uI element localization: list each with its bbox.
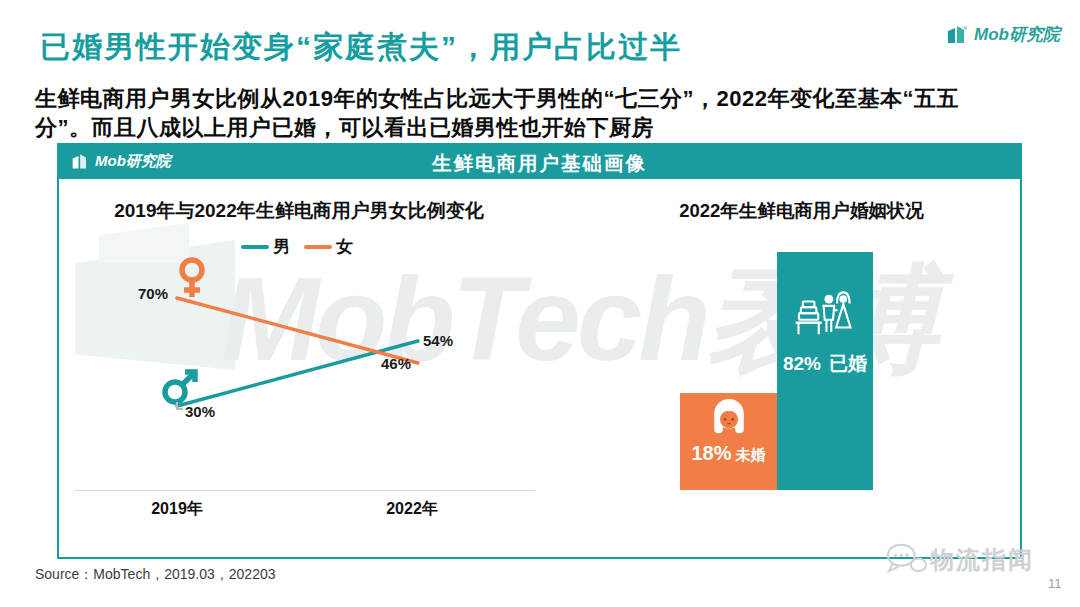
bar-married: 82%已婚 [777, 252, 873, 490]
footer-watermark-text: 物流指闻 [930, 544, 1034, 576]
label-male-2019: 30% [185, 403, 215, 420]
label-male-2022: 54% [423, 332, 453, 349]
brand-logo: Mob研究院 [946, 22, 1060, 46]
page-subtitle-line1: 生鲜电商用户男女比例从2019年的女性占比远大于男性的“七三分”，2022年变化… [35, 88, 959, 110]
bar-unmarried-label: 18% 未婚 [691, 442, 765, 465]
line-female [177, 298, 418, 363]
male-symbol-icon [165, 372, 195, 402]
line-chart [59, 145, 1020, 557]
slide: 已婚男性开始变身“家庭煮夫”，用户占比过半 Mob研究院 生鲜电商用户男女比例从… [0, 0, 1080, 607]
page-title: 已婚男性开始变身“家庭煮夫”，用户占比过半 [40, 27, 682, 68]
label-female-2022: 46% [381, 355, 411, 372]
x-axis [75, 490, 535, 491]
infographic-panel: MobTech袤博 Mob研究院 生鲜电商用户基础画像 2019年与2022年生… [57, 143, 1022, 559]
page-number: 11 [1048, 576, 1062, 591]
panel-header-title: 生鲜电商用户基础画像 [59, 150, 1020, 177]
chat-bubble-icon [884, 540, 928, 580]
brand-logo-text: Mob研究院 [974, 23, 1060, 46]
panel-header: Mob研究院 生鲜电商用户基础画像 [59, 145, 1020, 179]
bar-married-label: 82%已婚 [783, 351, 867, 377]
label-callout [176, 402, 183, 410]
footer-watermark: 物流指闻 [884, 540, 1034, 580]
x-tick-2019: 2019年 [127, 499, 227, 520]
line-male [177, 341, 418, 406]
label-female-2019: 70% [119, 285, 168, 302]
source-note: Source：MobTech，2019.03，202203 [35, 566, 276, 584]
married-couple-icon [795, 289, 855, 341]
page-subtitle-line2: 分”。而且八成以上用户已婚，可以看出已婚男性也开始下厨房 [35, 117, 654, 139]
woman-icon [708, 398, 750, 438]
bar-unmarried: 18% 未婚 [680, 393, 777, 490]
x-tick-2022: 2022年 [362, 499, 462, 520]
mob-logo-icon [946, 22, 970, 46]
female-symbol-icon [182, 260, 202, 297]
